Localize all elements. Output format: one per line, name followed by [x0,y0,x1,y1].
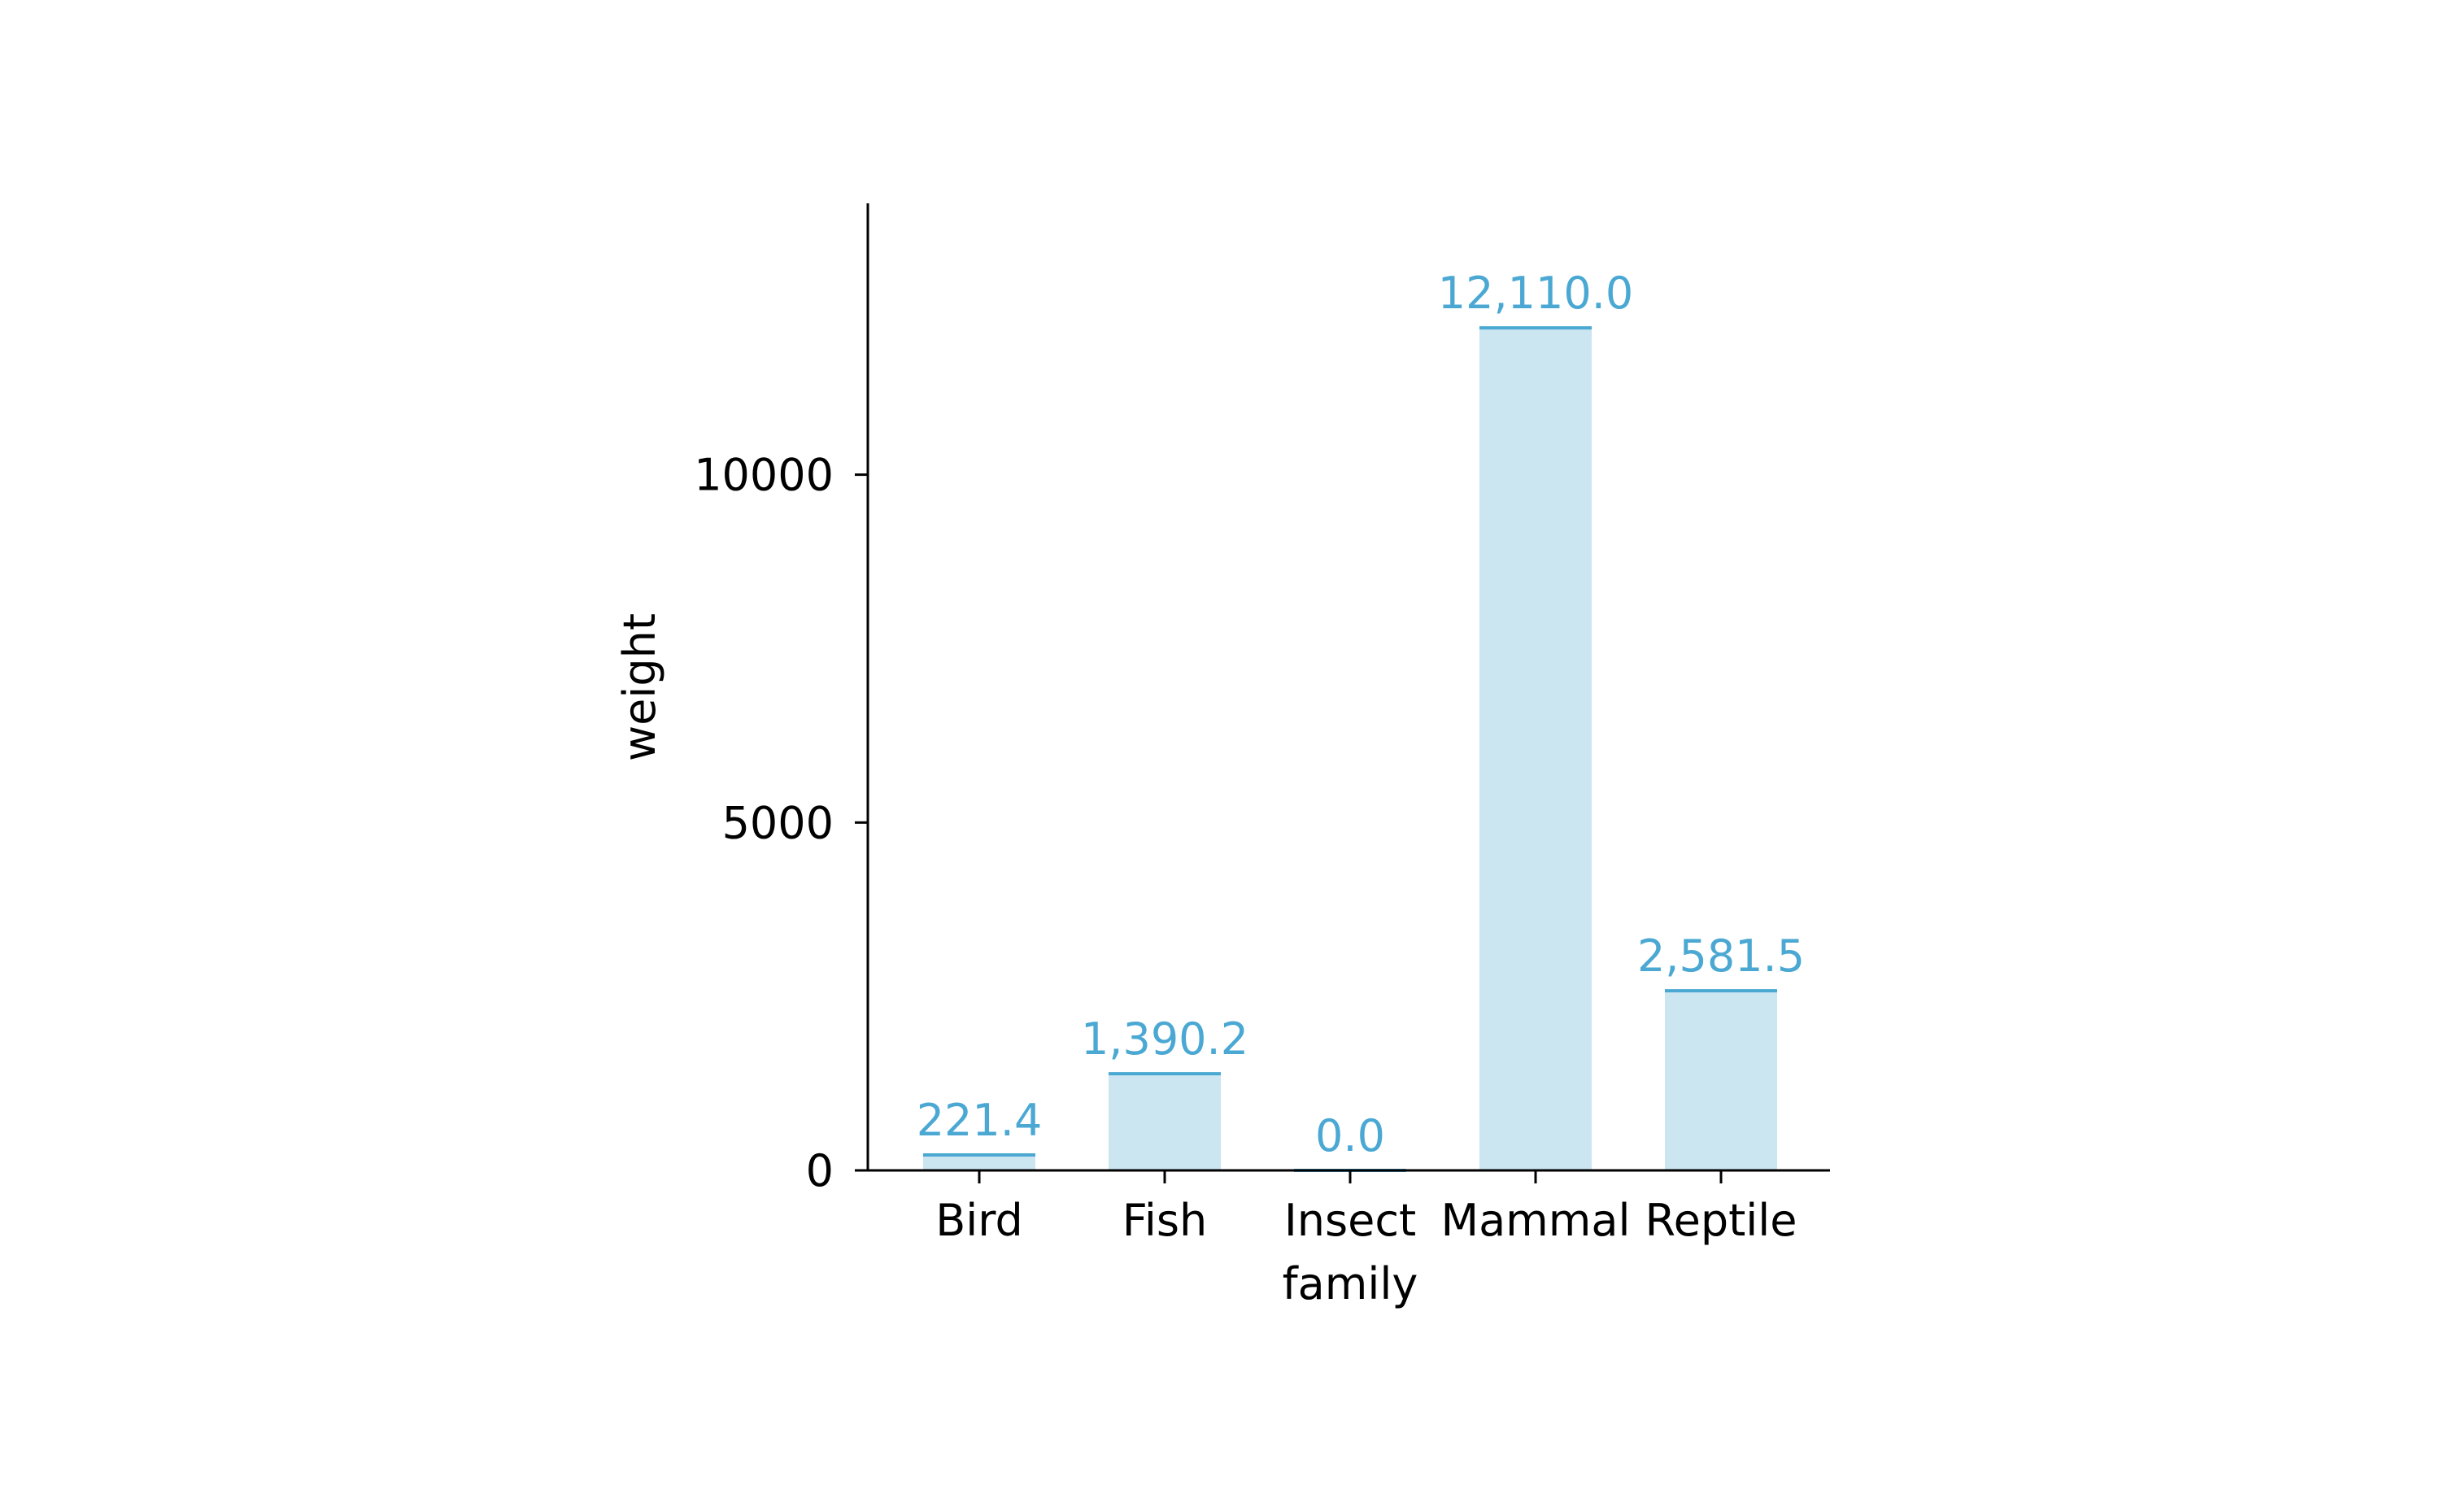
value-labels-layer: 221.4 1,390.2 0.0 12,110.0 2,581.5 [917,268,1805,1161]
x-tick-label: Fish [1122,1195,1208,1246]
bar-value-label: 1,390.2 [1081,1013,1248,1065]
x-tick-label: Bird [935,1195,1023,1246]
x-tick-label: Mammal [1441,1195,1631,1246]
bar [1109,1074,1221,1170]
x-tick-label: Reptile [1645,1195,1797,1246]
bar-value-label: 221.4 [917,1095,1043,1146]
bar-value-label: 2,581.5 [1637,930,1805,982]
bar [1479,328,1592,1170]
bar [923,1155,1035,1170]
y-axis-title: weight [614,613,665,761]
y-tick-label: 5000 [722,797,834,848]
x-ticks-layer: Bird Fish Insect Mammal Reptile [935,1170,1797,1246]
bar-value-label: 12,110.0 [1438,268,1633,319]
bars-layer [923,326,1777,1172]
y-tick-label: 10000 [694,450,834,501]
bar-value-label: 0.0 [1315,1110,1385,1161]
x-axis-title: family [1283,1258,1418,1309]
x-tick-label: Insect [1284,1195,1416,1246]
bar [1665,991,1777,1170]
y-ticks-layer: 0 5000 10000 [694,450,868,1196]
y-tick-label: 0 [806,1145,834,1196]
